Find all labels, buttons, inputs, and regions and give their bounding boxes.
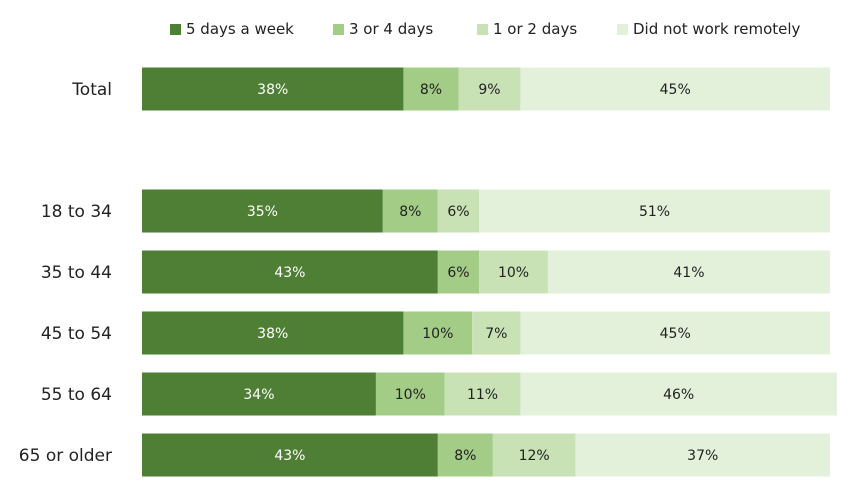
bar-segment bbox=[520, 372, 837, 416]
bar-segment bbox=[492, 433, 576, 477]
bar-segment bbox=[472, 311, 521, 355]
legend-label: Did not work remotely bbox=[633, 20, 801, 38]
bar-segment bbox=[479, 250, 548, 294]
category-label: 35 to 44 bbox=[41, 263, 112, 283]
bar-segment bbox=[142, 67, 404, 111]
bar-segment bbox=[575, 433, 830, 477]
data-label: 46% bbox=[663, 387, 694, 403]
bar-segment bbox=[547, 250, 830, 294]
category-label: Total bbox=[71, 80, 112, 100]
bar-segment bbox=[437, 433, 493, 477]
bar-segment bbox=[142, 372, 376, 416]
legend: 5 days a week 3 or 4 days 1 or 2 days Di… bbox=[0, 20, 850, 42]
category-label: 18 to 34 bbox=[41, 202, 112, 222]
legend-item-3-or-4-days: 3 or 4 days bbox=[333, 20, 433, 38]
data-label: 34% bbox=[243, 387, 274, 403]
bar-segment bbox=[403, 311, 473, 355]
data-label: 11% bbox=[467, 387, 498, 403]
bar-segment bbox=[142, 433, 438, 477]
bar-segment bbox=[458, 67, 521, 111]
bar-segment bbox=[403, 67, 459, 111]
bar-segment bbox=[142, 250, 438, 294]
legend-swatch bbox=[333, 23, 344, 35]
bar-segment bbox=[444, 372, 521, 416]
data-label: 10% bbox=[422, 326, 453, 342]
legend-label: 3 or 4 days bbox=[349, 20, 434, 38]
bar-segment bbox=[142, 311, 404, 355]
legend-label: 1 or 2 days bbox=[493, 20, 578, 38]
bar-segment bbox=[520, 67, 830, 111]
data-label: 12% bbox=[519, 448, 550, 464]
data-label: 43% bbox=[274, 448, 305, 464]
data-label: 8% bbox=[420, 82, 442, 98]
data-label: 9% bbox=[478, 82, 500, 98]
category-label: 55 to 64 bbox=[41, 385, 112, 405]
data-label: 45% bbox=[660, 82, 691, 98]
legend-item-did-not-work-remotely: Did not work remotely bbox=[617, 20, 800, 38]
category-label: 45 to 54 bbox=[41, 324, 112, 344]
data-label: 8% bbox=[399, 204, 421, 220]
legend-item-5-days: 5 days a week bbox=[170, 20, 294, 38]
category-label: 65 or older bbox=[19, 446, 112, 466]
data-label: 35% bbox=[247, 204, 278, 220]
data-label: 6% bbox=[447, 204, 469, 220]
bar-segment bbox=[142, 189, 383, 233]
data-label: 38% bbox=[257, 82, 288, 98]
bar-segment bbox=[520, 311, 830, 355]
legend-swatch bbox=[617, 23, 628, 35]
legend-swatch bbox=[477, 23, 488, 35]
data-label: 8% bbox=[454, 448, 476, 464]
data-label: 7% bbox=[485, 326, 507, 342]
data-label: 37% bbox=[687, 448, 718, 464]
bar-segment bbox=[375, 372, 445, 416]
data-label: 6% bbox=[447, 265, 469, 281]
data-label: 45% bbox=[660, 326, 691, 342]
data-label: 10% bbox=[395, 387, 426, 403]
bar-segment bbox=[437, 250, 480, 294]
legend-swatch bbox=[170, 23, 181, 35]
data-label: 51% bbox=[639, 204, 670, 220]
legend-item-1-or-2-days: 1 or 2 days bbox=[477, 20, 577, 38]
legend-label: 5 days a week bbox=[186, 20, 294, 38]
data-label: 41% bbox=[673, 265, 704, 281]
data-label: 10% bbox=[498, 265, 529, 281]
bar-segment bbox=[437, 189, 480, 233]
data-label: 43% bbox=[274, 265, 305, 281]
data-label: 38% bbox=[257, 326, 288, 342]
bar-segment bbox=[382, 189, 438, 233]
bar-segment bbox=[479, 189, 830, 233]
